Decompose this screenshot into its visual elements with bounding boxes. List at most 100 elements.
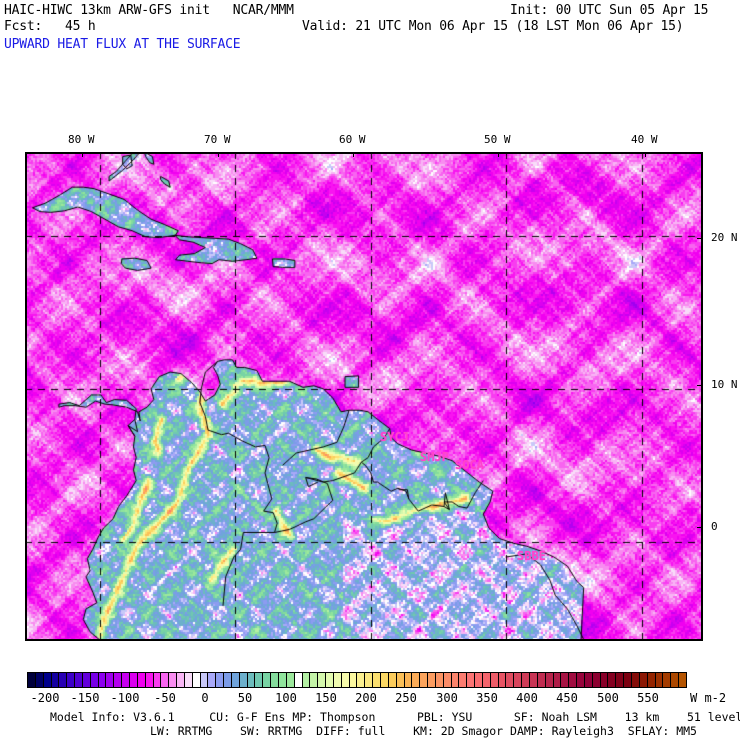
lon-tick-1 [218, 152, 219, 157]
colorbar-cell-25 [224, 673, 232, 687]
station-label-smjp: SMJP [420, 450, 449, 464]
colorbar-cell-12 [122, 673, 130, 687]
colorbar-cell-80 [655, 673, 664, 687]
station-label-sycj: SYCJ [380, 430, 409, 444]
colorbar-cell-39 [333, 673, 342, 687]
colorbar-cell-30 [263, 673, 272, 687]
colorbar-tick-4: 0 [201, 691, 209, 705]
colorbar-cell-32 [279, 673, 287, 687]
colorbar-cell-24 [216, 673, 225, 687]
colorbar-tick-11: 350 [476, 691, 498, 705]
lon-label-1: 70 W [204, 133, 231, 146]
colorbar-cell-62 [514, 673, 523, 687]
lon-tick-2 [353, 152, 354, 157]
colorbar-cell-74 [608, 673, 617, 687]
colorbar-cell-9 [98, 673, 107, 687]
colorbar-tick-15: 550 [637, 691, 659, 705]
colorbar-tick-12: 400 [516, 691, 538, 705]
colorbar-cell-64 [530, 673, 538, 687]
colorbar-cell-53 [443, 673, 452, 687]
station-label-soca: SOCA [455, 458, 484, 472]
colorbar-cell-27 [239, 673, 248, 687]
colorbar-cell-15 [145, 673, 154, 687]
colorbar-cell-45 [380, 673, 389, 687]
colorbar-cell-77 [631, 673, 640, 687]
colorbar-cell-31 [271, 673, 279, 687]
colorbar-cell-28 [247, 673, 256, 687]
colorbar-cell-1 [35, 673, 44, 687]
colorbar-cell-26 [231, 673, 240, 687]
colorbar-cell-14 [137, 673, 146, 687]
colorbar-cell-79 [647, 673, 656, 687]
colorbar-cell-3 [51, 673, 60, 687]
colorbar-cell-75 [616, 673, 625, 687]
colorbar-cell-29 [255, 673, 264, 687]
colorbar-cell-54 [451, 673, 460, 687]
colorbar-cell-16 [153, 673, 162, 687]
map-panel [25, 152, 703, 641]
colorbar-cell-36 [310, 673, 319, 687]
colorbar-cell-58 [482, 673, 491, 687]
colorbar-cell-49 [412, 673, 421, 687]
model-title: HAIC-HIWC 13km ARW-GFS init NCAR/MMM [4, 3, 294, 18]
colorbar-tick-6: 100 [275, 691, 297, 705]
model-info-line2: LW: RRTMG SW: RRTMG DIFF: full KM: 2D Sm… [150, 724, 697, 738]
colorbar-cell-7 [82, 673, 91, 687]
colorbar-cell-41 [349, 673, 358, 687]
colorbar-tick-8: 200 [355, 691, 377, 705]
colorbar-cell-11 [114, 673, 123, 687]
lat-tick-2 [697, 527, 703, 528]
lat-label-1: 10 N [711, 378, 738, 391]
colorbar-cell-6 [75, 673, 83, 687]
colorbar-cell-20 [184, 673, 193, 687]
colorbar-cell-70 [577, 673, 585, 687]
lon-label-3: 50 W [484, 133, 511, 146]
colorbar-cell-34 [295, 673, 303, 687]
colorbar-cell-38 [326, 673, 334, 687]
field-title: UPWARD HEAT FLUX AT THE SURFACE [4, 37, 241, 52]
colorbar-tick-9: 250 [395, 691, 417, 705]
colorbar-cell-65 [537, 673, 546, 687]
colorbar-cell-76 [624, 673, 632, 687]
colorbar-tick-3: -50 [154, 691, 176, 705]
lat-tick-0 [697, 238, 703, 239]
colorbar-cell-23 [208, 673, 217, 687]
colorbar-cell-17 [161, 673, 170, 687]
lat-tick-1 [697, 385, 703, 386]
colorbar-tick-0: -200 [30, 691, 60, 705]
colorbar-cell-4 [59, 673, 68, 687]
colorbar-cell-40 [341, 673, 350, 687]
lon-tick-0 [82, 152, 83, 157]
colorbar-cell-51 [428, 673, 436, 687]
colorbar-cell-50 [420, 673, 429, 687]
colorbar-cell-0 [28, 673, 36, 687]
colorbar-tick-10: 300 [436, 691, 458, 705]
colorbar-cell-66 [545, 673, 554, 687]
colorbar-tick-7: 150 [315, 691, 337, 705]
colorbar-cell-69 [569, 673, 578, 687]
lat-label-2: 0 [711, 520, 718, 533]
colorbar-tick-14: 500 [597, 691, 619, 705]
colorbar-cell-61 [506, 673, 515, 687]
colorbar-tick-13: 450 [556, 691, 578, 705]
colorbar-cell-22 [200, 673, 209, 687]
colorbar-cell-19 [177, 673, 185, 687]
colorbar-cell-56 [467, 673, 476, 687]
colorbar-cell-59 [490, 673, 499, 687]
colorbar-cell-63 [522, 673, 530, 687]
colorbar-cell-13 [129, 673, 138, 687]
lon-label-0: 80 W [68, 133, 95, 146]
colorbar-cell-35 [302, 673, 311, 687]
colorbar-cell-57 [475, 673, 483, 687]
colorbar-cell-73 [600, 673, 609, 687]
colorbar-tick-1: -150 [70, 691, 100, 705]
map-frame [25, 152, 703, 641]
forecast-hour: Fcst: 45 h [4, 19, 96, 34]
colorbar-cell-2 [43, 673, 52, 687]
lon-tick-4 [645, 152, 646, 157]
station-label-sbbe: SBBE [517, 549, 546, 563]
colorbar-cell-10 [106, 673, 115, 687]
lat-label-0: 20 N [711, 231, 738, 244]
colorbar-cell-82 [671, 673, 680, 687]
colorbar-cell-46 [388, 673, 397, 687]
